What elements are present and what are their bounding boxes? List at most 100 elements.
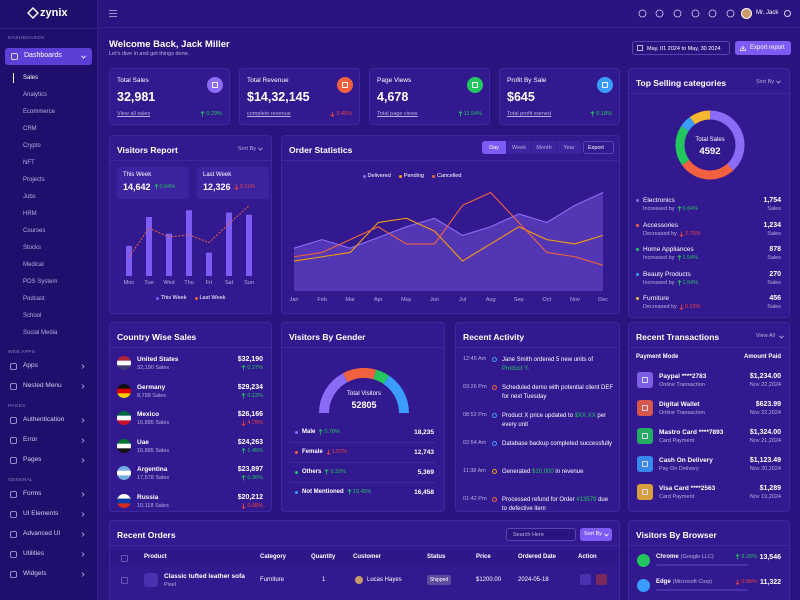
payment-amount: $623.99 [755,401,781,408]
logo-icon [27,7,39,19]
trend-text: Increased by [643,206,675,212]
submenu-item[interactable]: Projects [23,177,45,183]
stat-label: Total Revenue [247,77,289,84]
activity-part: $10,000 [532,469,554,475]
category-unit: Sales [767,206,781,212]
month-label: Feb [317,297,327,303]
menu-item-active[interactable]: Dashboards [5,48,92,65]
icon-glyph [642,405,648,411]
month-label: May [401,297,412,303]
submenu-item[interactable]: Stocks [23,245,42,251]
submenu-item[interactable]: Analytics [23,92,48,98]
separator [110,160,271,161]
stat-link[interactable]: Total page views [377,111,418,117]
submenu-item[interactable]: Crypto [23,143,41,149]
export-button[interactable]: Export [583,141,614,154]
tab[interactable]: Month [532,141,556,154]
month-label: Jan [289,297,299,303]
search-box[interactable]: Search Here [506,528,576,541]
chevron-path [604,533,609,537]
view-all[interactable]: View All [755,333,775,339]
submenu-item[interactable]: Podcast [23,296,45,302]
arrow-path [735,579,740,585]
column-header: Customer [353,554,382,560]
delete-action[interactable] [596,574,607,585]
stat-link[interactable]: View all sales [117,111,151,117]
activity-part: Scheduled demo with potential client DEF… [502,385,614,400]
submenu-item[interactable]: NFT [23,160,35,166]
status-badge: Shipped [427,575,451,585]
sort-button[interactable]: Sort By [237,146,256,152]
chevron-icon [81,532,85,537]
submenu-item[interactable]: School [23,313,42,319]
icon-shape [708,9,717,18]
menu-item[interactable]: UI Elements [23,510,59,517]
trend-arrow [677,255,681,261]
browser-company: (Google LLC) [680,554,714,560]
stat-card: Profit By Sale $645 Total profit earned 0.1… [499,68,620,125]
month-label: Jun [430,297,439,303]
brand: zynix [40,7,68,19]
donut-segment [675,126,690,166]
product-image [144,573,158,587]
recent-orders-card: Recent Orders Search Here Sort By Product Ca… [109,520,620,600]
country-change: 0.36% [241,475,263,481]
submenu-item[interactable]: Ecommerce [23,109,56,115]
separator [282,160,619,161]
menu-item[interactable]: Widgets [23,570,47,577]
month-label: Nov [570,297,580,303]
submenu-item[interactable]: Courses [23,228,46,234]
sort-button[interactable]: Sort By [580,528,612,541]
view-action[interactable] [580,574,591,585]
date-picker[interactable]: May, 01 2024 to May, 30 2024 [632,41,730,55]
menu-item[interactable]: Error [23,436,38,443]
menu-item[interactable]: Utilities [23,550,44,557]
submenu-item[interactable]: HRM [23,211,37,217]
submenu-item[interactable]: Social Media [23,330,58,336]
stat-value: $645 [507,90,535,104]
week-value: 14,642 [123,182,151,192]
menu-item[interactable]: Pages [23,456,42,463]
gender-name: Male [302,429,316,435]
product-brand: Pixel [164,582,176,588]
submenu-item[interactable]: POS System [23,279,58,285]
menu-item[interactable]: Authentication [23,416,65,423]
stat-change: 3.45% [330,111,352,117]
flag [117,466,131,480]
bar [186,210,192,276]
export-button[interactable]: Export report [735,41,791,55]
card-title: Visitors By Browser [636,530,717,540]
stat-link[interactable]: Total profit earned [507,111,552,117]
activity-part: Product Y. [502,366,530,372]
item-dot [295,451,298,454]
flag-band [117,470,131,476]
tab[interactable]: Day [482,141,506,154]
checkbox[interactable] [121,577,128,584]
icon-shape [11,53,18,60]
trend-arrow [347,489,352,495]
arrow-path [677,279,681,285]
checkbox[interactable] [121,555,128,562]
order-category: Furniture [260,577,285,583]
payment-date: Nov 20,2024 [749,466,781,472]
menu-item[interactable]: Advanced UI [23,530,61,537]
submenu-item[interactable]: Sales [23,75,39,81]
activity-dot [492,468,497,474]
tab[interactable]: Year [557,141,581,154]
submenu-item[interactable]: CRM [23,126,37,132]
menu-icon [10,383,17,390]
icon-shape [638,9,647,18]
stat-link[interactable]: complete revenue [247,111,291,117]
gender-name: Others [302,469,322,475]
sort-button[interactable]: Sort By [755,79,774,85]
menu-item[interactable]: Nested Menu [23,382,62,389]
payment-amount: $1,324.00 [749,429,781,436]
menu-item[interactable]: Apps [23,362,38,369]
donut-segment [709,110,745,171]
trend-arrow [735,554,740,560]
tab[interactable]: Week [507,141,531,154]
menu-item[interactable]: Forms [23,490,42,497]
submenu-item[interactable]: Jobs [23,194,36,200]
column-header: Payment Mode [636,354,679,360]
submenu-item[interactable]: Medical [23,262,44,268]
